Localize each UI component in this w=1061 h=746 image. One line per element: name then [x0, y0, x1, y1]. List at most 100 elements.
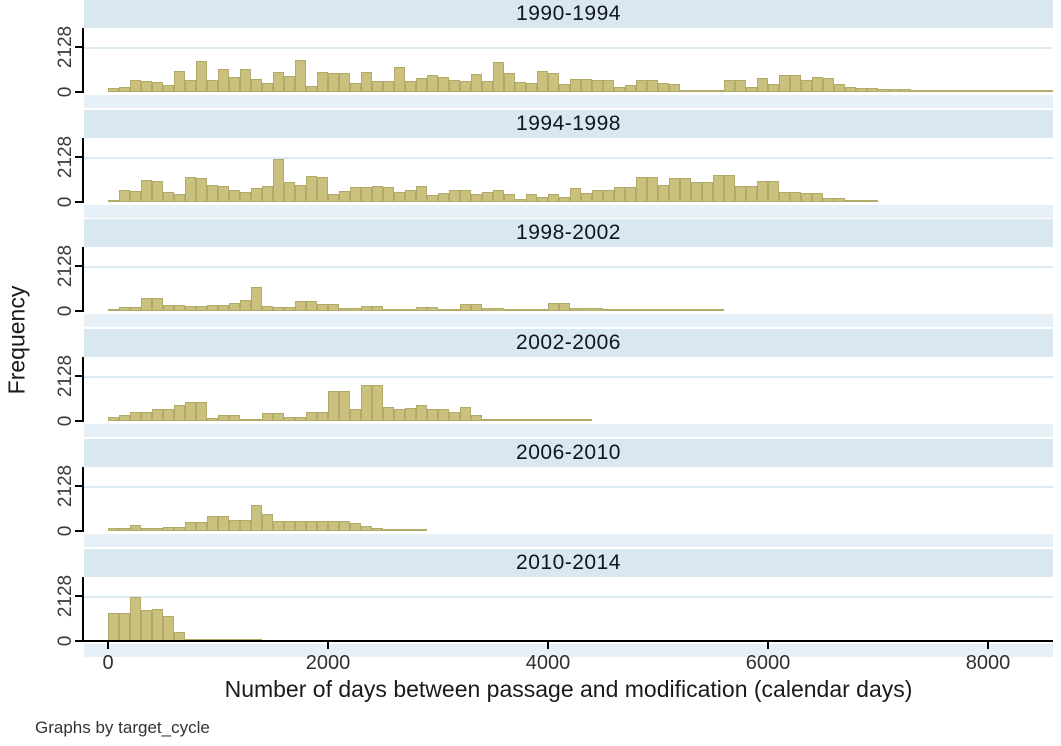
y-tick [75, 156, 82, 158]
histogram-bar [141, 298, 152, 311]
histogram-bar [504, 309, 515, 311]
histogram-bar [174, 305, 185, 311]
histogram-bar [317, 521, 328, 531]
histogram-bar [933, 90, 944, 92]
histogram-bar [229, 415, 240, 421]
histogram-bar [196, 60, 207, 92]
histogram-bar [163, 408, 174, 421]
histogram-bar [361, 305, 372, 311]
plot-area [84, 247, 1053, 314]
panel-title: 1990-1994 [516, 2, 621, 25]
histogram-bar [306, 86, 317, 92]
histogram-bar [295, 417, 306, 421]
histogram-bar [438, 309, 449, 311]
histogram-bar [427, 408, 438, 421]
y-tick [75, 201, 82, 203]
panel-title-band: 1990-1994 [84, 0, 1053, 28]
histogram-bar [702, 181, 713, 202]
histogram-bar [163, 192, 174, 202]
histogram-bar [812, 192, 823, 202]
y-tick [75, 420, 82, 422]
histogram-bar [339, 521, 350, 531]
histogram-bar [196, 305, 207, 311]
histogram-bar [482, 192, 493, 202]
x-tick-label: 4000 [525, 652, 571, 674]
histogram-bar [592, 189, 603, 202]
y-axis-line [82, 138, 84, 203]
histogram-bar [581, 192, 592, 202]
histogram-bar [526, 309, 537, 311]
histogram-bar [834, 198, 845, 202]
plot-area [84, 138, 1053, 205]
histogram-bar [108, 200, 119, 202]
histogram-bar [152, 181, 163, 202]
histogram-bar [878, 89, 889, 92]
histogram-bar [504, 73, 515, 92]
histogram-bar [130, 525, 141, 531]
histogram-bar [273, 413, 284, 421]
histogram-bar [647, 79, 658, 92]
histogram-bar [218, 305, 229, 311]
histogram-bar [295, 301, 306, 311]
histogram-bar [647, 309, 658, 311]
histogram-bar [262, 305, 273, 311]
histogram-bar [559, 419, 570, 421]
histogram-bar [251, 78, 262, 92]
histogram-bar [240, 419, 251, 421]
histogram-bar [141, 180, 152, 202]
histogram-bar [988, 90, 999, 92]
histogram-bar [592, 308, 603, 311]
histogram-bar [262, 82, 273, 92]
panel-title-band: 1998-2002 [84, 219, 1053, 247]
histogram-bar [163, 85, 174, 92]
histogram-bar [724, 174, 735, 202]
histogram-bar [207, 305, 218, 311]
histogram-bar [537, 71, 548, 92]
histogram-bar [218, 415, 229, 421]
histogram-bar [548, 419, 559, 421]
histogram-bar [130, 79, 141, 92]
histogram-bar [229, 303, 240, 311]
histogram-bar [493, 419, 504, 421]
histogram-bar [218, 516, 229, 531]
x-tick [107, 641, 109, 649]
histogram-bar [383, 529, 394, 531]
plot-area [84, 28, 1053, 95]
histogram-bar [295, 60, 306, 92]
histogram-bar [394, 67, 405, 92]
inter-panel-band [84, 314, 1053, 327]
histogram-bar [383, 187, 394, 202]
histogram-bar [130, 307, 141, 311]
histogram-bar [845, 86, 856, 92]
histogram-bar [251, 505, 262, 531]
histogram-bar [823, 198, 834, 202]
histogram-bar [735, 79, 746, 92]
histogram-bar [207, 418, 218, 421]
histogram-bar [1021, 90, 1032, 92]
histogram-bar [504, 194, 515, 202]
y-tick [75, 310, 82, 312]
histogram-bar [383, 309, 394, 311]
histogram-bar [273, 71, 284, 92]
panel-title-band: 2006-2010 [84, 439, 1053, 467]
histogram-bar [449, 309, 460, 311]
histogram-bar [185, 79, 196, 92]
inter-panel-band [84, 534, 1053, 547]
histogram-bar [779, 192, 790, 202]
histogram-bar [647, 177, 658, 202]
histogram-bar [691, 90, 702, 92]
histogram-bar [152, 82, 163, 92]
histogram-bar [944, 90, 955, 92]
histogram-bar [339, 308, 350, 311]
y-tick [75, 265, 82, 267]
histogram-bar [559, 84, 570, 92]
histogram-bar [614, 86, 625, 92]
histogram-bar [636, 309, 647, 311]
histogram-bar [350, 408, 361, 421]
histogram-bar [295, 521, 306, 531]
histogram-bar [625, 187, 636, 202]
histogram-bar [493, 308, 504, 311]
gridline-2128 [84, 47, 1053, 49]
histogram-bar [1032, 90, 1043, 92]
histogram-bar [856, 200, 867, 202]
